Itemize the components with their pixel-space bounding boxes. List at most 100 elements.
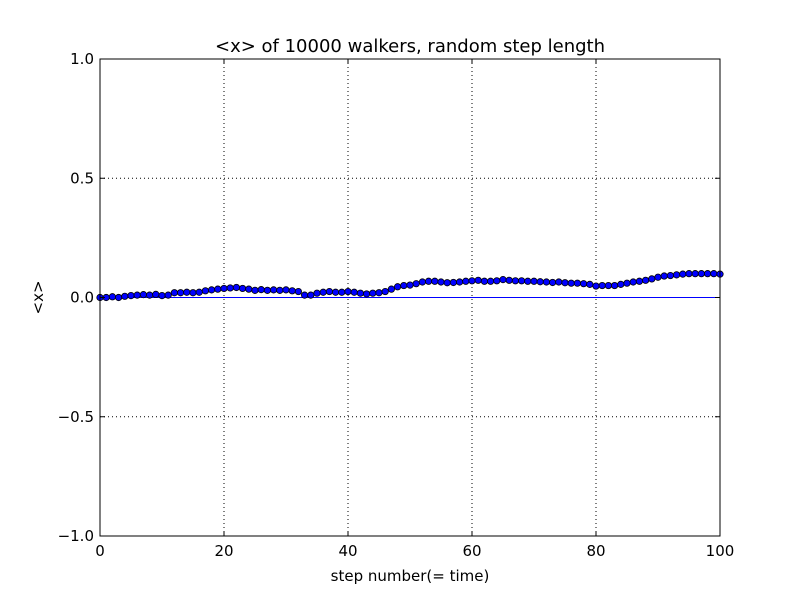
data-point [641,276,650,284]
data-point [375,289,383,297]
data-point [431,277,439,285]
data-point [214,285,222,293]
data-point [703,270,712,278]
x-tick-label: 20 [214,542,233,560]
data-point [474,276,482,284]
data-point [567,279,575,287]
data-point [672,271,681,279]
data-point [387,285,395,293]
data-point [319,288,327,296]
data-point [393,283,402,291]
data-point [220,284,228,293]
data-point [158,291,166,300]
data-point [623,279,631,287]
x-tick-labels: 0 20 40 60 80 100 [95,542,734,560]
x-tick-label: 80 [586,542,605,560]
data-point [251,286,259,294]
data-point [307,291,315,299]
data-point [164,291,172,299]
data-point [294,287,302,296]
data-point [350,288,358,296]
data-point [406,281,414,289]
data-point [344,287,352,296]
y-tick-label: 0.5 [70,169,94,187]
data-point [226,284,234,292]
data-point [666,271,675,280]
data-point [331,288,340,296]
data-point [455,278,464,286]
data-point [517,277,526,285]
data-point [437,278,445,286]
data-point [629,278,637,286]
data-point [146,291,154,299]
data-point [369,289,377,297]
data-point [679,270,687,278]
data-point [635,277,644,285]
data-point [183,288,191,296]
data-point [400,281,408,290]
data-point [555,278,563,286]
y-axis-label: <x> [29,280,47,314]
y-tick-label: −1.0 [58,527,94,545]
data-points [96,270,724,302]
data-point [257,286,265,294]
y-tick-label: 0.0 [70,289,94,307]
data-point [356,289,364,297]
x-tick-label: 0 [95,542,105,560]
data-point [133,291,141,299]
data-point [586,280,594,288]
data-point [139,291,147,299]
data-point [443,279,451,287]
data-point [239,284,247,293]
y-tick-labels: −1.0 −0.5 0.0 0.5 1.0 [58,50,94,545]
data-point [127,291,135,300]
data-point [245,285,253,293]
data-point [381,287,389,296]
data-point [654,273,662,281]
data-point [232,283,240,292]
x-tick-label: 60 [462,542,481,560]
data-point [108,293,117,301]
data-point [499,276,507,284]
data-point [338,288,346,296]
data-point [201,287,209,295]
data-point [276,286,284,294]
data-point [288,287,296,295]
chart-title: <x> of 10000 walkers, random step length [215,36,605,57]
data-point [486,277,495,285]
data-point [511,277,520,285]
y-tick-label: 1.0 [70,50,94,68]
data-point [536,278,544,286]
data-point [195,288,203,296]
data-point [648,275,656,283]
data-point [505,276,513,284]
data-point [685,270,693,278]
axis-ticks [99,58,721,537]
data-point [610,281,619,290]
data-point [524,277,532,285]
data-point [691,270,699,278]
data-point [697,270,706,278]
data-point [313,289,321,297]
data-point [152,290,160,298]
x-axis-label: step number(= time) [331,567,490,585]
data-point [263,286,271,294]
data-point [548,278,557,287]
data-point [115,293,123,302]
data-point [121,292,129,300]
data-point [617,280,625,288]
data-point [530,277,538,285]
data-point [424,277,433,285]
data-point [592,282,600,290]
data-point [561,279,569,287]
data-point [362,290,371,298]
data-point [418,278,426,286]
data-point [208,286,216,294]
y-tick-label: −0.5 [58,408,94,426]
data-point [177,289,185,297]
data-point [325,287,333,296]
data-point [282,286,290,294]
data-point [300,291,309,299]
x-tick-label: 100 [706,542,735,560]
